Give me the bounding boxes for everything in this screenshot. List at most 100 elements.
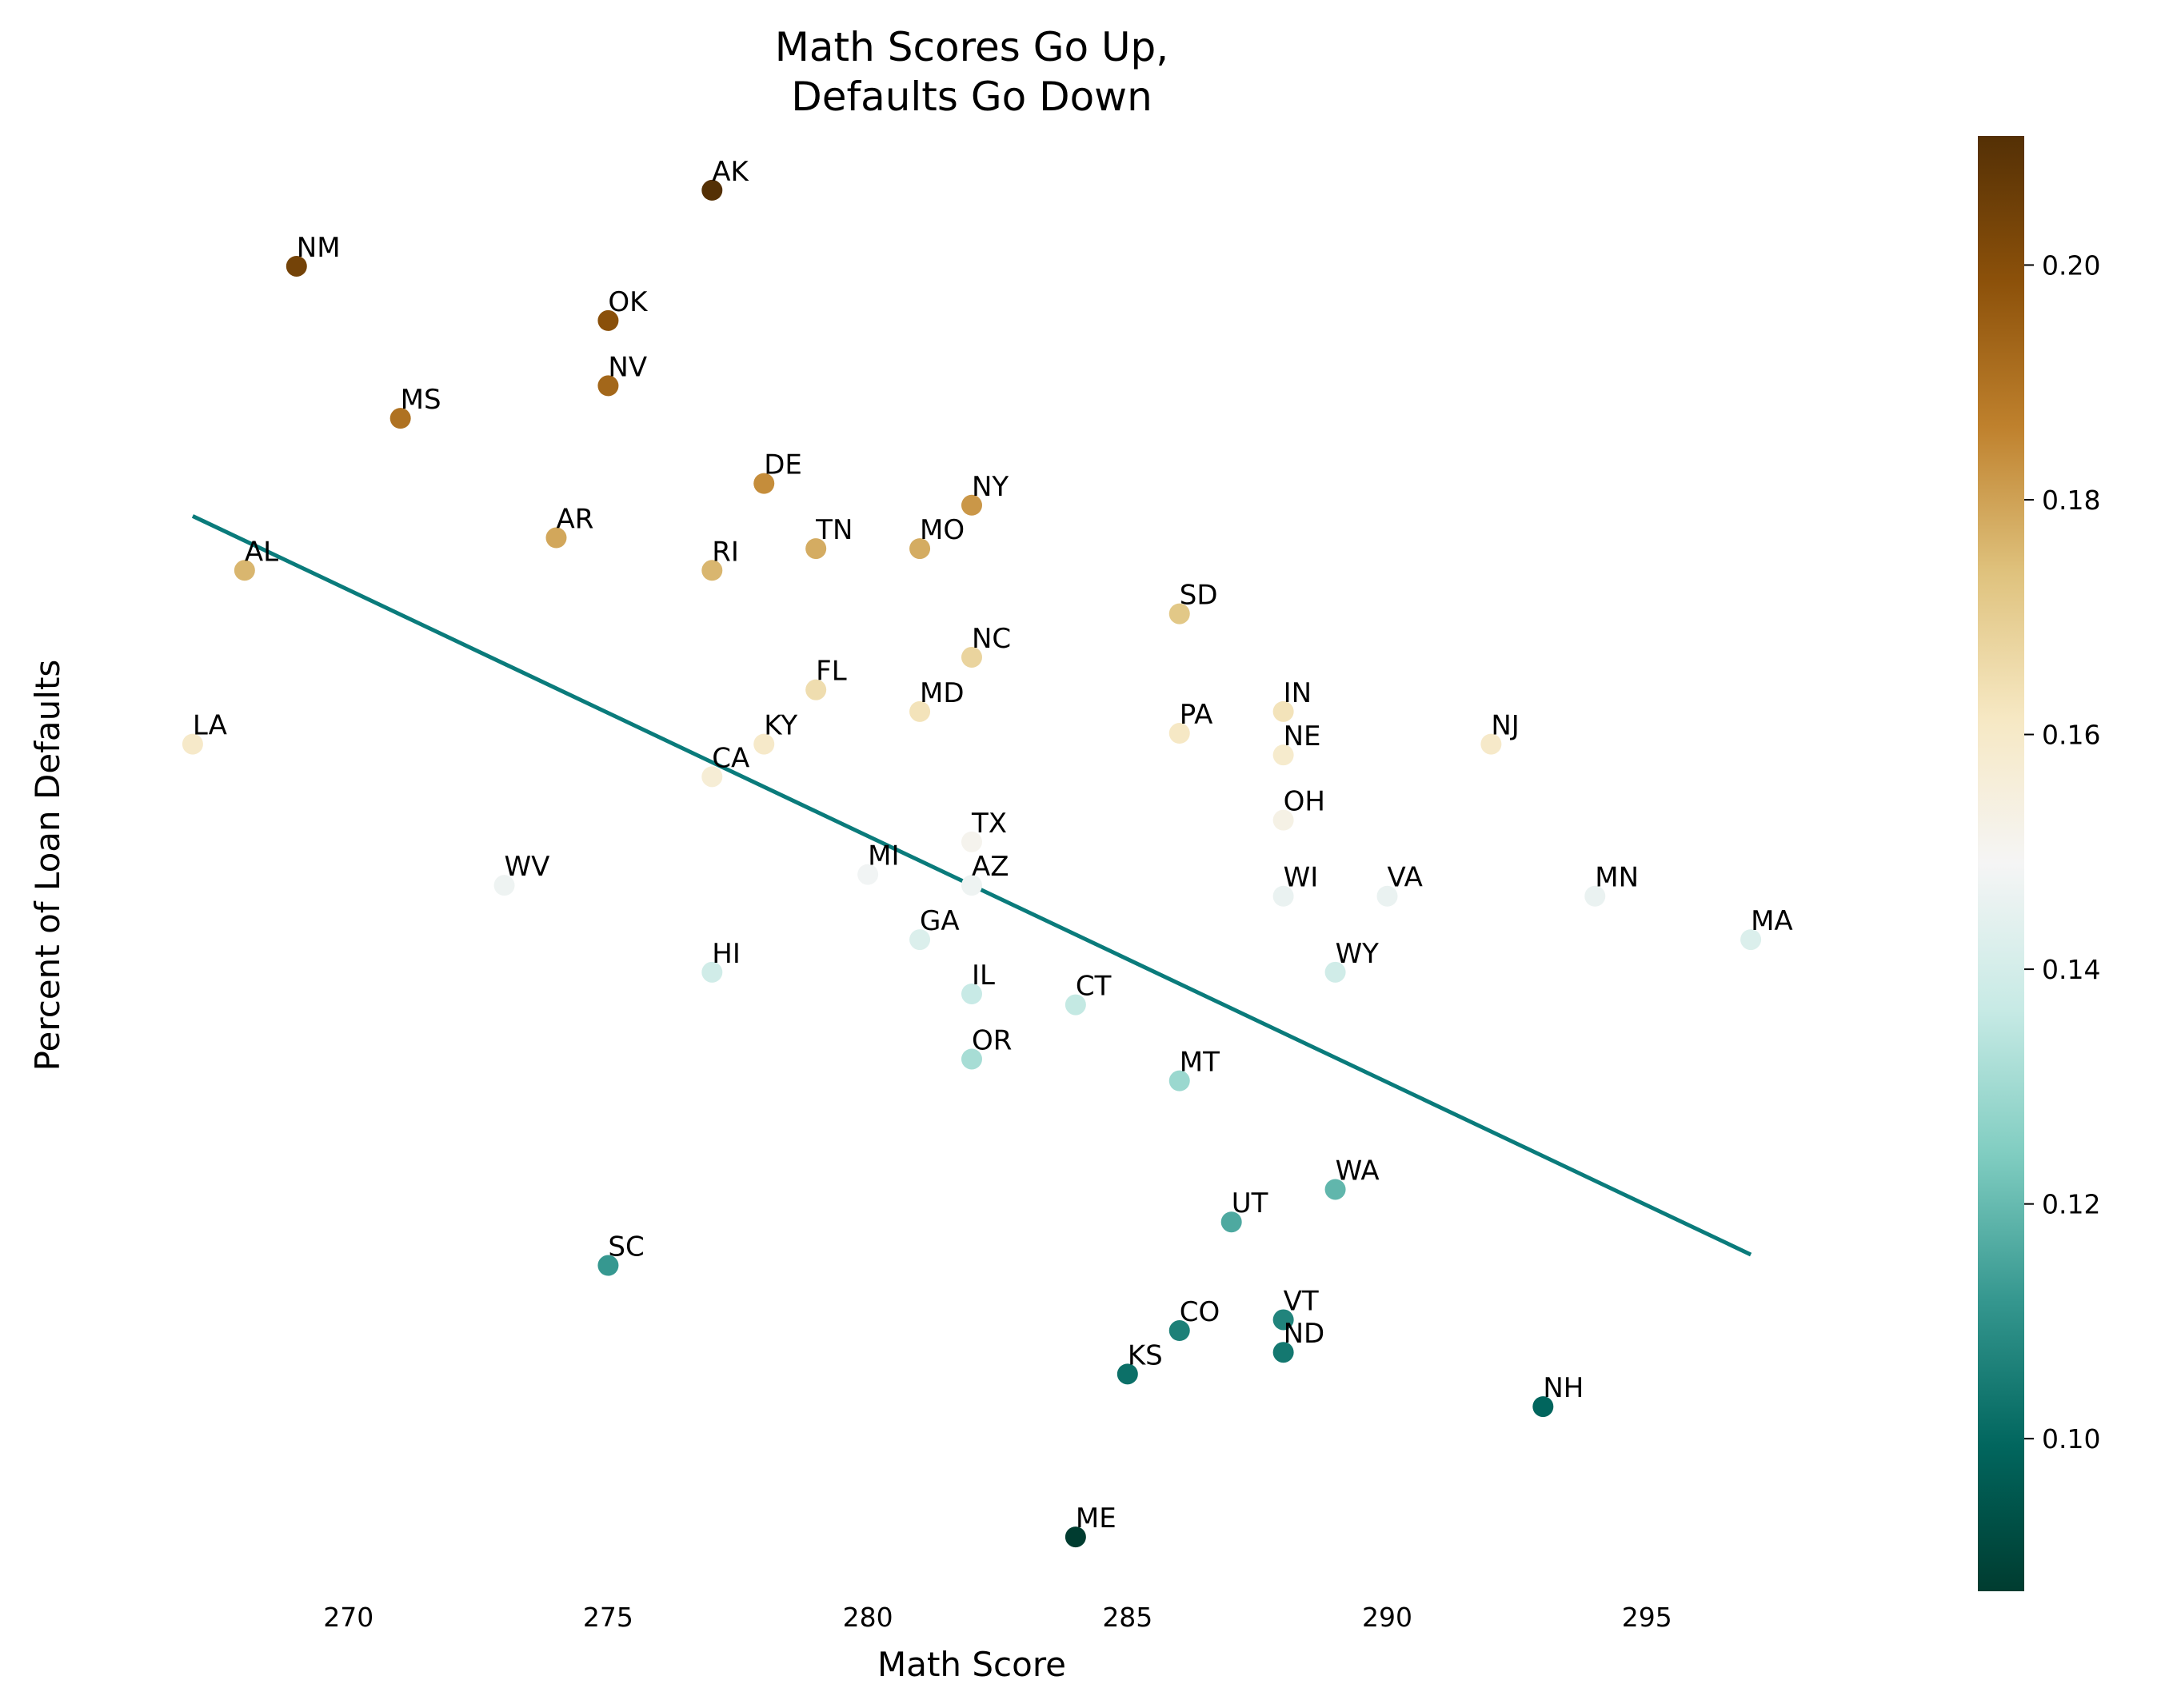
plot-area: AK NM OK NV MS DE NY AR TN MO AL RI SD NC FL MD IN PA LA KY…	[182, 156, 1793, 1548]
data-point-ms	[389, 408, 411, 429]
data-point-or	[961, 1048, 982, 1070]
data-points	[182, 179, 1762, 1548]
data-point-az	[961, 875, 982, 896]
point-label-ms: MS	[401, 384, 441, 416]
point-labels: AK NM OK NV MS DE NY AR TN MO AL RI SD NC FL MD IN PA LA KY…	[193, 156, 1793, 1534]
point-label-nc: NC	[972, 623, 1011, 655]
point-label-al: AL	[245, 536, 278, 568]
data-point-wv	[493, 875, 515, 896]
data-point-ky	[753, 733, 775, 755]
point-label-de: DE	[764, 449, 802, 481]
x-tick-label-285: 285	[1102, 1602, 1152, 1633]
point-label-nh: NH	[1543, 1372, 1584, 1404]
point-label-ak: AK	[712, 156, 749, 188]
data-point-ri	[701, 560, 723, 581]
colorbar: 0.10 0.12 0.14 0.16 0.18 0.20	[1978, 136, 2100, 1591]
data-point-la	[182, 733, 203, 755]
point-label-ut: UT	[1232, 1187, 1268, 1219]
point-label-ok: OK	[608, 286, 649, 318]
point-label-or: OR	[972, 1024, 1012, 1056]
colorbar-tick-label: 0.14	[2042, 954, 2100, 985]
data-point-mn	[1584, 885, 1606, 907]
data-point-md	[909, 700, 931, 722]
point-label-wy: WY	[1336, 938, 1380, 970]
data-point-in	[1272, 700, 1294, 722]
data-point-ar	[545, 527, 567, 549]
data-point-fl	[805, 679, 827, 700]
point-label-nd: ND	[1284, 1318, 1325, 1350]
point-label-pa: PA	[1180, 699, 1213, 731]
point-label-mo: MO	[920, 514, 965, 546]
point-label-va: VA	[1388, 862, 1423, 894]
data-point-nm	[286, 255, 307, 277]
point-label-wi: WI	[1284, 862, 1319, 894]
data-point-il	[961, 983, 982, 1004]
point-label-me: ME	[1076, 1502, 1116, 1534]
data-point-co	[1168, 1320, 1190, 1342]
data-point-hi	[701, 961, 723, 983]
point-label-nj: NJ	[1491, 710, 1519, 742]
point-label-ks: KS	[1128, 1339, 1163, 1371]
data-point-ne	[1272, 744, 1294, 766]
x-axis-label: Math Score	[877, 1645, 1066, 1684]
data-point-me	[1065, 1526, 1086, 1548]
point-label-ri: RI	[712, 536, 739, 568]
point-label-ny: NY	[972, 471, 1009, 503]
colorbar-tick-label: 0.18	[2042, 485, 2100, 516]
data-point-ok	[597, 309, 619, 331]
x-tick-label-270: 270	[323, 1602, 373, 1633]
data-point-tn	[805, 538, 827, 560]
point-label-la: LA	[193, 710, 227, 742]
data-point-ak	[701, 179, 723, 201]
point-label-mn: MN	[1595, 862, 1639, 894]
data-point-pa	[1168, 723, 1190, 744]
data-point-tx	[961, 831, 982, 852]
point-label-az: AZ	[972, 851, 1009, 883]
data-point-nh	[1532, 1396, 1554, 1418]
data-point-oh	[1272, 809, 1294, 831]
data-point-ks	[1116, 1363, 1138, 1385]
data-point-ny	[961, 494, 982, 516]
data-point-nv	[597, 375, 619, 397]
point-label-hi: HI	[712, 938, 741, 970]
data-point-al	[234, 560, 255, 581]
x-tick-label-275: 275	[583, 1602, 633, 1633]
chart-title: Math Scores Go Up, Defaults Go Down	[775, 24, 1168, 120]
data-point-wa	[1324, 1179, 1346, 1200]
data-point-ut	[1220, 1211, 1242, 1233]
colorbar-tick-label: 0.12	[2042, 1189, 2100, 1220]
point-label-ct: CT	[1076, 971, 1112, 1003]
point-label-oh: OH	[1284, 786, 1325, 818]
x-tick-label-295: 295	[1622, 1602, 1672, 1633]
point-label-co: CO	[1180, 1296, 1220, 1328]
colorbar-tick-label: 0.20	[2042, 249, 2100, 281]
data-point-ma	[1740, 929, 1762, 951]
point-label-vt: VT	[1284, 1285, 1319, 1317]
point-label-ga: GA	[920, 905, 960, 937]
colorbar-tick-label: 0.10	[2042, 1423, 2100, 1455]
data-point-mt	[1168, 1070, 1190, 1091]
colorbar-gradient	[1978, 136, 2024, 1591]
point-label-wa: WA	[1336, 1155, 1380, 1187]
point-label-il: IL	[972, 960, 995, 992]
point-label-ky: KY	[764, 710, 797, 742]
x-tick-label-290: 290	[1362, 1602, 1412, 1633]
data-point-vt	[1272, 1309, 1294, 1331]
data-point-ct	[1065, 994, 1086, 1016]
data-point-sc	[597, 1255, 619, 1276]
x-tick-label-280: 280	[843, 1602, 893, 1633]
data-point-de	[753, 473, 775, 494]
data-point-nj	[1480, 733, 1502, 755]
data-point-mo	[909, 538, 931, 560]
data-point-mi	[857, 864, 879, 885]
data-point-ga	[909, 929, 931, 951]
data-point-ca	[701, 766, 723, 788]
point-label-mt: MT	[1180, 1047, 1220, 1079]
point-label-sd: SD	[1180, 580, 1218, 612]
data-point-nc	[961, 646, 982, 668]
data-point-va	[1376, 885, 1398, 907]
point-label-sc: SC	[608, 1231, 644, 1263]
point-label-fl: FL	[816, 656, 847, 688]
colorbar-ticks: 0.10 0.12 0.14 0.16 0.18 0.20	[2024, 249, 2100, 1455]
